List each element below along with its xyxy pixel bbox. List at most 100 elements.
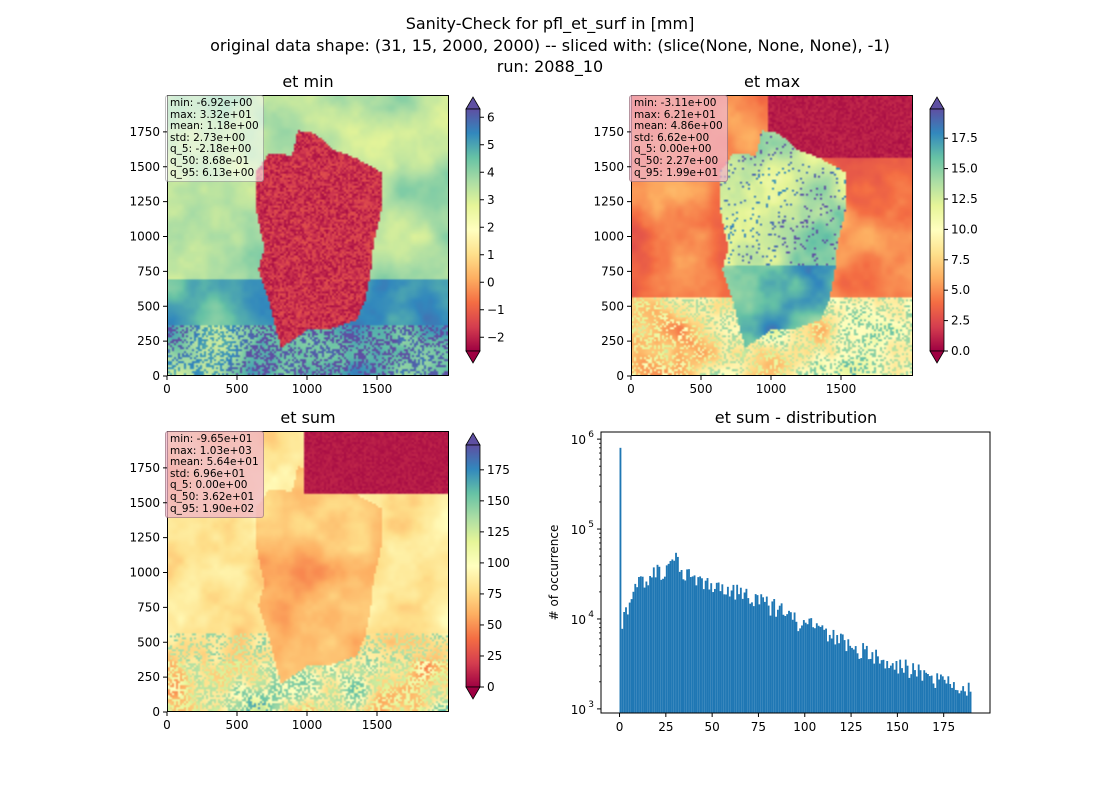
histogram-bar <box>919 670 922 713</box>
histogram-bar <box>651 577 653 713</box>
histogram-bar <box>717 582 720 713</box>
stats-box-et-sum: min: -9.65e+01 max: 1.03e+03 mean: 5.64e… <box>165 431 264 519</box>
histogram-bar <box>662 578 664 713</box>
stat-line: std: 6.96e+01 <box>170 467 246 480</box>
colorbar-tick-label: 7.5 <box>951 253 970 267</box>
histogram-bar <box>695 585 698 713</box>
hist-x-tick-label: 0 <box>616 720 624 734</box>
colorbar-tick-label: 10.0 <box>951 222 978 236</box>
histogram-bar <box>776 609 779 713</box>
stats-box-et-min: min: -6.92e+00 max: 3.32e+01 mean: 1.18e… <box>165 95 264 183</box>
colorbar-extend-bottom <box>465 686 481 700</box>
histogram-bar <box>639 576 642 713</box>
histogram-bar <box>951 687 953 713</box>
histogram-bar <box>689 577 692 713</box>
histogram-bar <box>730 590 733 713</box>
colorbar-extend-bottom <box>465 350 481 364</box>
histogram-bar <box>765 596 768 713</box>
colorbar-extend-bottom <box>929 350 945 364</box>
colorbar-tick-label: 3 <box>487 193 495 207</box>
histogram-bar <box>791 619 794 713</box>
histogram-bar <box>626 614 629 713</box>
x-tick-label: 0 <box>627 382 635 396</box>
histogram-bar <box>741 598 744 713</box>
stat-line: min: -9.65e+01 <box>170 433 253 445</box>
histogram-bar <box>736 584 739 713</box>
histogram-bar <box>956 690 959 713</box>
histogram-bar <box>749 603 752 713</box>
histogram-bar <box>891 663 894 713</box>
panel-title-et-sum-distribution: et sum - distribution <box>714 408 878 427</box>
histogram-bar <box>912 663 915 713</box>
histogram-bar <box>686 569 689 713</box>
hist-y-tick-exponent: 4 <box>588 610 594 620</box>
colorbar-tick-label: 100 <box>487 556 510 570</box>
histogram-bar <box>936 673 939 713</box>
histogram-bar <box>832 629 835 713</box>
histogram-bar <box>847 639 850 713</box>
histogram-bar <box>915 676 918 713</box>
panel-title-et-min: et min <box>282 72 334 91</box>
colorbar-tick-label: −2 <box>487 330 505 344</box>
histogram-bar <box>819 626 822 713</box>
hist-y-tick-exponent: 6 <box>588 430 594 440</box>
histogram-bar <box>865 645 868 713</box>
histogram-bar <box>789 612 792 713</box>
histogram-bar <box>812 627 815 713</box>
histogram-bar <box>895 661 898 713</box>
histogram-bar <box>923 670 926 713</box>
histogram-bar <box>793 612 796 713</box>
stat-line: q_50: 2.27e+00 <box>634 154 719 167</box>
histogram-bar <box>964 691 966 713</box>
histogram-bar <box>663 576 666 713</box>
histogram-bar <box>945 683 948 713</box>
y-tick-label: 1250 <box>129 531 160 545</box>
histogram-bar <box>938 679 940 713</box>
histogram-bar <box>708 589 711 713</box>
histogram-bar <box>773 599 776 713</box>
histogram-bar <box>897 673 900 713</box>
colorbar-tick-label: 75 <box>487 587 502 601</box>
x-tick-label: 0 <box>163 718 171 732</box>
panel-title-et-max: et max <box>743 72 801 91</box>
histogram-bar <box>652 567 655 713</box>
hist-y-tick-label: 10 <box>571 433 586 447</box>
histogram-bar <box>873 663 876 713</box>
colorbar-tick-label: 0 <box>487 680 495 694</box>
y-tick-label: 750 <box>137 600 160 614</box>
histogram-bar <box>751 602 753 713</box>
histogram-bar <box>952 682 955 713</box>
y-tick-label: 250 <box>601 334 624 348</box>
histogram-bar <box>960 690 963 713</box>
histogram-bar <box>925 672 928 713</box>
x-tick-label: 1500 <box>826 382 857 396</box>
histogram-bar <box>747 598 750 713</box>
histogram-bar <box>775 616 777 713</box>
y-tick-label: 1000 <box>129 230 160 244</box>
colorbar-tick-label: 5.0 <box>951 283 970 297</box>
y-tick-label: 750 <box>601 264 624 278</box>
histogram-bar <box>778 605 781 713</box>
histogram-bar <box>864 649 866 713</box>
histogram-bar <box>804 622 807 713</box>
stat-line: q_50: 3.62e+01 <box>170 490 255 503</box>
histogram-bar <box>802 620 805 713</box>
x-tick-label: 1500 <box>362 718 393 732</box>
histogram-bar <box>910 674 913 713</box>
histogram-bar <box>902 672 905 713</box>
histogram-bar <box>780 603 783 713</box>
colorbar-tick-label: 15.0 <box>951 162 978 176</box>
histogram-bar <box>752 606 755 713</box>
y-tick-label: 1000 <box>129 566 160 580</box>
stat-line: q_95: 1.90e+02 <box>170 502 255 515</box>
y-tick-label: 1750 <box>129 461 160 475</box>
stat-line: mean: 1.18e+00 <box>170 120 259 133</box>
colorbar <box>465 444 481 688</box>
histogram-bar <box>680 569 683 713</box>
histogram-bar <box>826 641 829 713</box>
hist-x-tick-label: 75 <box>751 720 766 734</box>
x-tick-label: 1500 <box>362 382 393 396</box>
histogram-bar <box>943 679 946 713</box>
histogram-bar <box>838 643 840 713</box>
histogram-bar <box>801 625 803 713</box>
